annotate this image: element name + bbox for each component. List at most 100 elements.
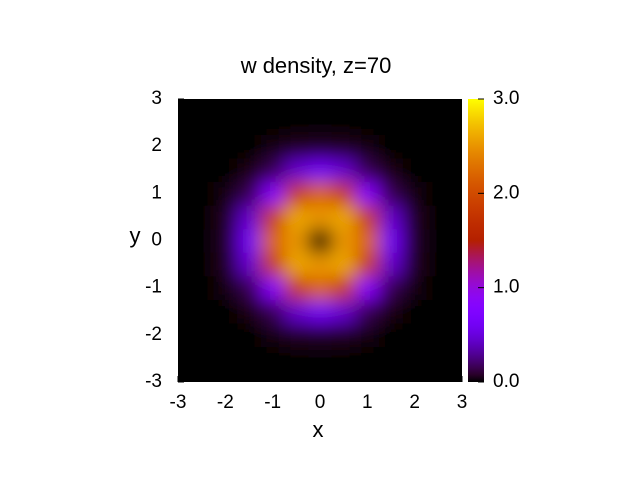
heatmap-cell: [426, 205, 451, 230]
x-tick-label: 1: [362, 392, 373, 413]
heatmap-cell: [450, 346, 462, 371]
heatmap-cell: [189, 228, 214, 253]
heatmap-cell: [379, 299, 404, 324]
heatmap-cell: [331, 346, 356, 371]
heatmap-cell: [402, 346, 427, 371]
heatmap-cell: [284, 346, 309, 371]
x-tick-label: -2: [217, 392, 234, 413]
x-tick-label: -1: [264, 392, 281, 413]
heatmap-cell: [237, 134, 262, 159]
heatmap-cell: [284, 110, 309, 135]
heatmap-cell: [237, 299, 262, 324]
heatmap-cell: [355, 370, 380, 382]
y-tick-label: -2: [145, 324, 162, 345]
y-tick-label: 0: [151, 230, 162, 251]
heatmap-cell: [450, 323, 462, 348]
heatmap-cell: [189, 134, 214, 159]
heatmap-cell: [402, 228, 427, 253]
heatmap-cell: [331, 99, 356, 112]
heatmap-cell: [379, 181, 404, 206]
heatmap-cell: [189, 205, 214, 230]
heatmap-cell: [331, 205, 356, 230]
heatmap-cell: [355, 134, 380, 159]
heatmap-cell: [450, 110, 462, 135]
heatmap-cell: [178, 323, 191, 348]
heatmap-cell: [308, 323, 333, 348]
heatmap-cell: [284, 181, 309, 206]
heatmap-cell: [178, 275, 191, 300]
heatmap-cell: [237, 110, 262, 135]
heatmap-cell: [213, 323, 238, 348]
heatmap-cell: [426, 346, 451, 371]
heatmap-cell: [260, 346, 285, 371]
heatmap-cell: [450, 275, 462, 300]
heatmap-cell: [237, 157, 262, 183]
heatmap-cell: [379, 252, 404, 277]
heatmap-cell: [260, 275, 285, 300]
heatmap-cell: [331, 252, 356, 277]
heatmap-cell: [237, 346, 262, 371]
heatmap-cell: [450, 157, 462, 183]
heatmap-cell: [237, 228, 262, 253]
heatmap-cell: [426, 323, 451, 348]
heatmap-cell: [189, 110, 214, 135]
heatmap-cell: [178, 205, 191, 230]
heatmap-cell: [178, 370, 191, 382]
x-tick-label: 3: [457, 392, 468, 413]
heatmap-cell: [284, 370, 309, 382]
colorbar-tick-label: 3.0: [493, 88, 519, 109]
heatmap-cell: [260, 157, 285, 183]
heatmap-cell: [189, 275, 214, 300]
heatmap-cell: [284, 275, 309, 300]
heatmap-cell: [402, 252, 427, 277]
heatmap-cell: [379, 157, 404, 183]
heatmap-cell: [178, 252, 191, 277]
heatmap-cell: [355, 205, 380, 230]
heatmap-cell: [284, 228, 309, 253]
heatmap-cell: [284, 299, 309, 324]
x-tick-label: 2: [409, 392, 420, 413]
heatmap-cell: [237, 99, 262, 112]
heatmap-cell: [260, 134, 285, 159]
heatmap-cell: [260, 323, 285, 348]
heatmap-cell: [260, 110, 285, 135]
y-tick-label: 1: [151, 182, 162, 203]
heatmap-cell: [178, 181, 191, 206]
heatmap-cell: [308, 228, 333, 253]
heatmap-cell: [213, 110, 238, 135]
heatmap-cell: [213, 99, 238, 112]
heatmap: [178, 99, 462, 382]
heatmap-cell: [331, 134, 356, 159]
heatmap-cell: [379, 370, 404, 382]
chart-title: w density, z=70: [240, 53, 392, 78]
heatmap-cell: [331, 299, 356, 324]
heatmap-cell: [308, 346, 333, 371]
heatmap-cell: [426, 157, 451, 183]
colorbar-tick-label: 1.0: [493, 277, 519, 298]
heatmap-cell: [189, 323, 214, 348]
heatmap-cell: [379, 275, 404, 300]
heatmap-cell: [450, 205, 462, 230]
heatmap-cell: [355, 181, 380, 206]
heatmap-cell: [284, 134, 309, 159]
heatmap-cell: [213, 205, 238, 230]
heatmap-cell: [237, 205, 262, 230]
heatmap-cell: [355, 299, 380, 324]
heatmap-cell: [213, 228, 238, 253]
heatmap-cell: [260, 252, 285, 277]
heatmap-cell: [426, 299, 451, 324]
heatmap-cell: [402, 323, 427, 348]
heatmap-cell: [450, 134, 462, 159]
heatmap-cell: [402, 157, 427, 183]
heatmap-cell: [331, 275, 356, 300]
heatmap-cell: [450, 181, 462, 206]
heatmap-cell: [237, 323, 262, 348]
heatmap-cell: [189, 346, 214, 371]
colorbar-tick-label: 2.0: [493, 182, 519, 203]
heatmap-cell: [331, 370, 356, 382]
heatmap-cell: [355, 252, 380, 277]
colorbar: [468, 99, 484, 382]
heatmap-cell: [426, 252, 451, 277]
heatmap-cell: [260, 370, 285, 382]
heatmap-cell: [379, 228, 404, 253]
